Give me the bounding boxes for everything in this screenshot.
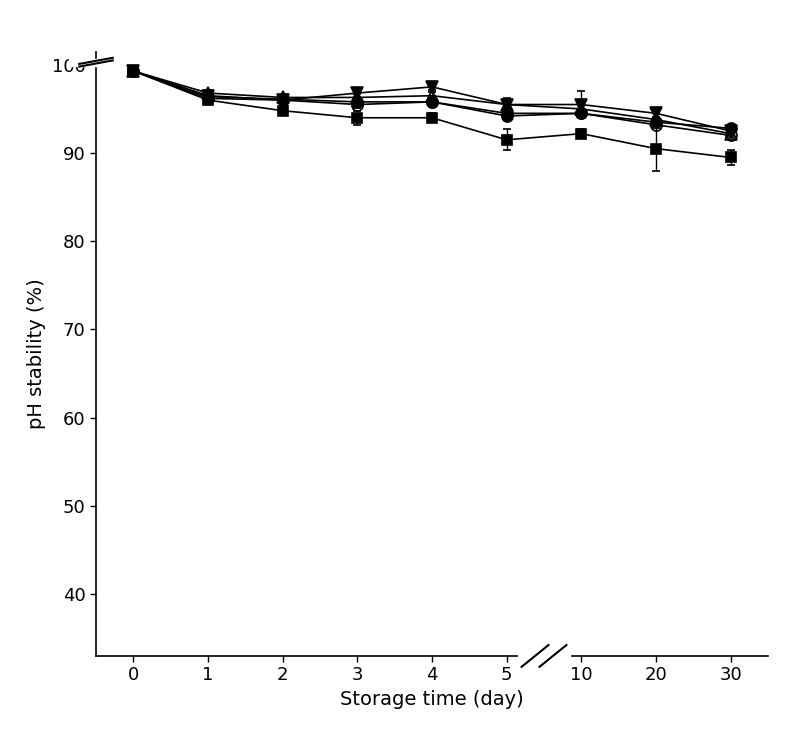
Bar: [69, 59, 106, 66]
Bar: [518, 650, 570, 668]
X-axis label: Storage time (day): Storage time (day): [340, 690, 524, 709]
Y-axis label: pH stability (%): pH stability (%): [27, 279, 46, 429]
